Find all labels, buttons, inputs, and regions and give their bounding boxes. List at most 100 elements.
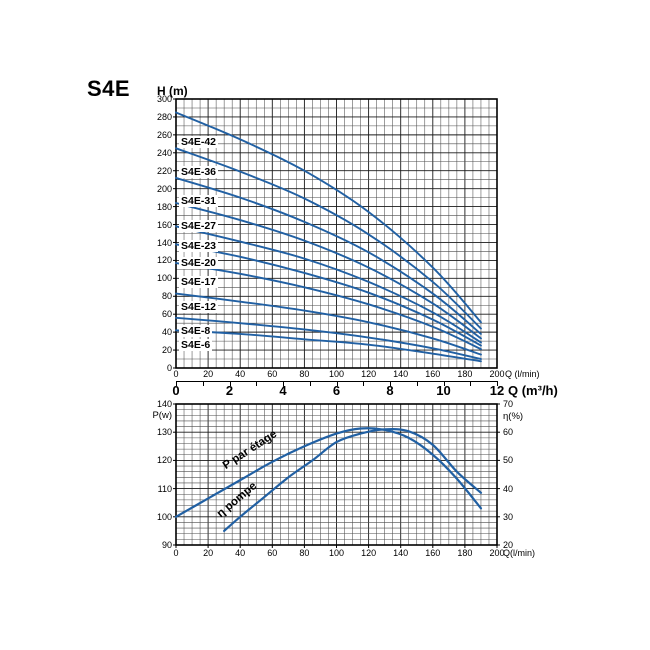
bottom-x-tick-40: 40 — [235, 548, 246, 558]
head-curve-s4e-12 — [175, 292, 482, 356]
top-x-tick-60: 60 — [267, 369, 278, 379]
top-y-tick-120: 120 — [156, 255, 172, 266]
m3h-label-0: 0 — [172, 383, 180, 398]
curve-label-s4e-6: S4E-6 — [179, 338, 213, 351]
top-x-axis-unit-lmin: Q (l/min) — [505, 369, 540, 379]
bottom-x-tick-120: 120 — [361, 548, 377, 558]
top-x-tick-200: 200 — [489, 369, 505, 379]
curve-label-s4e-17: S4E-17 — [179, 275, 219, 288]
bottom-left-tick-110: 110 — [157, 483, 172, 494]
m3h-tick-12 — [497, 381, 498, 386]
bottom-x-tick-180: 180 — [457, 548, 473, 558]
top-y-axis-label: H (m) — [157, 84, 188, 98]
m3h-tick-3 — [256, 381, 258, 386]
curve-label-s4e-42: S4E-42 — [179, 136, 219, 148]
bottom-right-tick-20: 20 — [503, 540, 514, 550]
pump-efficiency-curve — [223, 428, 483, 532]
top-y-tick-180: 180 — [156, 201, 172, 212]
bottom-x-tick-80: 80 — [299, 548, 310, 558]
curve-label-s4e-36: S4E-36 — [179, 165, 219, 178]
curve-label-s4e-27: S4E-27 — [179, 220, 219, 233]
curve-label-s4e-8: S4E-8 — [179, 325, 213, 338]
bottom-x-tick-140: 140 — [393, 548, 409, 558]
m3h-label-6: 6 — [332, 383, 341, 398]
bottom-right-tick-30: 30 — [503, 511, 514, 522]
power-efficiency-chart — [173, 403, 500, 548]
bottom-left-axis-label: P(w) — [152, 410, 172, 421]
bottom-left-tick-100: 100 — [156, 511, 172, 522]
m3h-label-12: 12 — [489, 383, 505, 398]
top-x-tick-160: 160 — [425, 369, 441, 379]
curve-label-s4e-31: S4E-31 — [179, 195, 219, 208]
head-curve-s4e-8 — [175, 316, 482, 360]
m3h-tick-4 — [283, 381, 284, 386]
head-curve-s4e-42 — [175, 111, 482, 324]
m3h-label-2: 2 — [225, 383, 234, 398]
m3h-label-4: 4 — [279, 383, 287, 398]
bottom-x-tick-20: 20 — [203, 548, 214, 558]
top-y-tick-300: 300 — [156, 94, 172, 104]
bottom-x-tick-0: 0 — [173, 548, 179, 558]
top-x-axis-unit-m3h: Q (m³/h) — [508, 383, 558, 398]
top-y-tick-100: 100 — [156, 273, 172, 284]
head-curve-s4e-23 — [175, 225, 482, 344]
m3h-tick-2 — [229, 381, 231, 386]
top-y-tick-160: 160 — [156, 219, 172, 230]
top-y-tick-240: 240 — [156, 147, 172, 158]
bottom-right-tick-50: 50 — [503, 455, 514, 466]
bottom-x-tick-100: 100 — [328, 548, 345, 558]
bottom-right-tick-40: 40 — [503, 483, 514, 494]
m3h-tick-0 — [176, 381, 177, 386]
top-x-tick-80: 80 — [299, 369, 310, 379]
top-x-tick-20: 20 — [203, 369, 214, 379]
m3h-tick-1 — [202, 381, 204, 386]
head-curve-s4e-6 — [175, 329, 482, 363]
head-curve-s4e-17 — [175, 262, 482, 351]
bottom-right-tick-70: 70 — [503, 399, 514, 409]
head-curve-s4e-20 — [175, 243, 482, 347]
head-curve-s4e-36 — [175, 147, 482, 330]
top-y-tick-140: 140 — [156, 237, 172, 248]
bottom-left-tick-140: 140 — [156, 399, 172, 409]
bottom-x-tick-160: 160 — [425, 548, 441, 558]
top-x-tick-120: 120 — [361, 369, 377, 379]
power-per-stage-curve — [174, 427, 483, 518]
m3h-tick-10 — [443, 381, 445, 386]
page-title: S4E — [87, 76, 131, 101]
top-y-tick-200: 200 — [156, 183, 172, 194]
top-y-tick-220: 220 — [156, 165, 172, 176]
top-y-tick-20: 20 — [161, 345, 172, 356]
top-y-tick-80: 80 — [161, 291, 172, 302]
bottom-left-tick-120: 120 — [156, 455, 172, 466]
m3h-tick-5 — [309, 381, 311, 386]
curve-label-s4e-12: S4E-12 — [179, 301, 219, 313]
m3h-label-8: 8 — [386, 383, 394, 398]
top-x-tick-40: 40 — [235, 369, 246, 379]
curve-label-s4e-23: S4E-23 — [179, 240, 219, 253]
top-y-tick-60: 60 — [161, 309, 172, 320]
m3h-tick-9 — [416, 381, 418, 386]
head-curve-s4e-27 — [175, 202, 482, 340]
curve-label-s4e-20: S4E-20 — [179, 257, 219, 270]
bottom-right-axis-label: η(%) — [503, 411, 524, 422]
bottom-left-tick-130: 130 — [156, 427, 172, 438]
top-x-tick-140: 140 — [393, 369, 409, 379]
m3h-label-10: 10 — [436, 383, 451, 398]
bottom-right-tick-60: 60 — [503, 427, 514, 438]
top-x-tick-100: 100 — [328, 369, 345, 379]
top-y-tick-40: 40 — [161, 327, 172, 338]
top-x-tick-0: 0 — [173, 369, 179, 379]
m3h-tick-7 — [363, 381, 365, 386]
m3h-tick-6 — [336, 381, 338, 386]
head-curves-chart — [173, 98, 498, 369]
top-y-tick-0: 0 — [166, 363, 172, 373]
head-curve-s4e-31 — [175, 176, 482, 335]
bottom-left-tick-90: 90 — [161, 540, 172, 550]
bottom-x-tick-60: 60 — [267, 548, 278, 558]
bottom-x-tick-200: 200 — [489, 548, 505, 558]
m3h-tick-8 — [390, 381, 391, 386]
bottom-x-axis-unit: Q(l/min) — [503, 548, 535, 558]
top-y-tick-260: 260 — [156, 129, 172, 140]
top-x-tick-180: 180 — [457, 369, 473, 379]
